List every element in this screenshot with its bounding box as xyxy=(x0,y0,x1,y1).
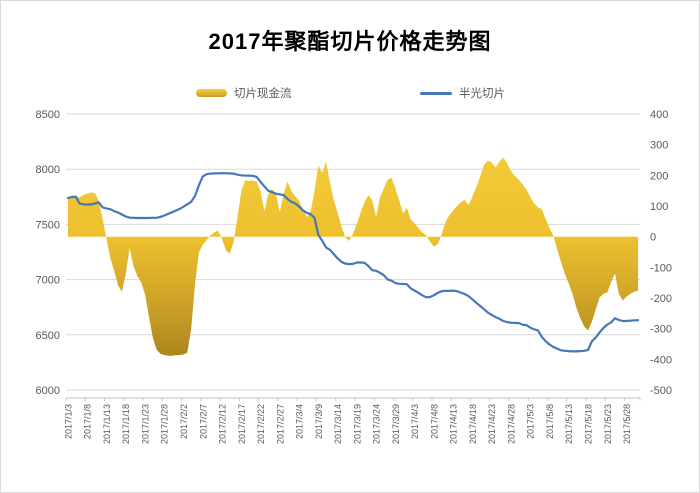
svg-text:7500: 7500 xyxy=(36,219,60,231)
svg-text:2017/4/3: 2017/4/3 xyxy=(410,404,420,439)
legend: 切片现金流 半光切片 xyxy=(0,84,700,102)
svg-text:2017/2/12: 2017/2/12 xyxy=(218,404,228,444)
svg-text:2017/5/8: 2017/5/8 xyxy=(545,404,555,439)
svg-text:2017/4/8: 2017/4/8 xyxy=(429,404,439,439)
svg-text:2017/5/28: 2017/5/28 xyxy=(622,404,632,444)
svg-text:2017/3/14: 2017/3/14 xyxy=(333,404,343,444)
svg-text:2017/2/7: 2017/2/7 xyxy=(198,404,208,439)
svg-text:2017/1/28: 2017/1/28 xyxy=(160,404,170,444)
svg-text:2017/2/27: 2017/2/27 xyxy=(275,404,285,444)
svg-text:400: 400 xyxy=(650,109,668,121)
svg-text:2017/5/18: 2017/5/18 xyxy=(584,404,594,444)
svg-text:2017/3/9: 2017/3/9 xyxy=(314,404,324,439)
svg-text:6000: 6000 xyxy=(36,385,60,397)
svg-text:2017/2/2: 2017/2/2 xyxy=(179,404,189,439)
svg-text:100: 100 xyxy=(650,201,668,213)
svg-text:8500: 8500 xyxy=(36,109,60,121)
svg-text:2017/5/3: 2017/5/3 xyxy=(526,404,536,439)
svg-text:200: 200 xyxy=(650,170,668,182)
svg-text:8000: 8000 xyxy=(36,164,60,176)
plot-area: 8500 8000 7500 7000 6500 6000 400 300 200 100 0 -10… xyxy=(36,109,673,444)
svg-text:300: 300 xyxy=(650,140,668,152)
legend-label-price: 半光切片 xyxy=(459,88,505,100)
svg-text:2017/1/23: 2017/1/23 xyxy=(141,404,151,444)
svg-text:-200: -200 xyxy=(650,293,672,305)
svg-text:2017/1/3: 2017/1/3 xyxy=(63,404,73,439)
svg-text:2017/4/13: 2017/4/13 xyxy=(449,404,459,444)
svg-text:2017/3/19: 2017/3/19 xyxy=(352,404,362,444)
svg-text:0: 0 xyxy=(650,232,656,244)
line-swatch-icon xyxy=(420,91,452,95)
svg-text:2017/1/8: 2017/1/8 xyxy=(83,404,93,439)
svg-text:2017/3/4: 2017/3/4 xyxy=(295,404,305,439)
svg-text:2017/4/28: 2017/4/28 xyxy=(506,404,516,444)
svg-text:-500: -500 xyxy=(650,385,672,397)
svg-text:2017/1/18: 2017/1/18 xyxy=(121,404,131,444)
svg-text:6500: 6500 xyxy=(36,330,60,342)
svg-text:2017/4/23: 2017/4/23 xyxy=(487,404,497,444)
legend-item-cashflow: 切片现金流 xyxy=(196,84,292,102)
svg-text:2017/2/17: 2017/2/17 xyxy=(237,404,247,444)
svg-text:2017/1/13: 2017/1/13 xyxy=(102,404,112,444)
svg-text:2017/3/29: 2017/3/29 xyxy=(391,404,401,444)
svg-text:2017/5/13: 2017/5/13 xyxy=(564,404,574,444)
legend-item-price: 半光切片 xyxy=(420,84,505,102)
svg-text:2017/5/23: 2017/5/23 xyxy=(603,404,613,444)
svg-text:2017/2/22: 2017/2/22 xyxy=(256,404,266,444)
svg-text:-100: -100 xyxy=(650,262,672,274)
svg-text:-400: -400 xyxy=(650,354,672,366)
legend-label-cashflow: 切片现金流 xyxy=(234,88,292,100)
area-swatch-icon xyxy=(196,89,227,97)
svg-text:2017/4/18: 2017/4/18 xyxy=(468,404,478,444)
svg-text:7000: 7000 xyxy=(36,275,60,287)
svg-text:-300: -300 xyxy=(650,324,672,336)
svg-text:2017/3/24: 2017/3/24 xyxy=(372,404,382,444)
chart-title: 2017年聚酯切片价格走势图 xyxy=(208,29,492,54)
